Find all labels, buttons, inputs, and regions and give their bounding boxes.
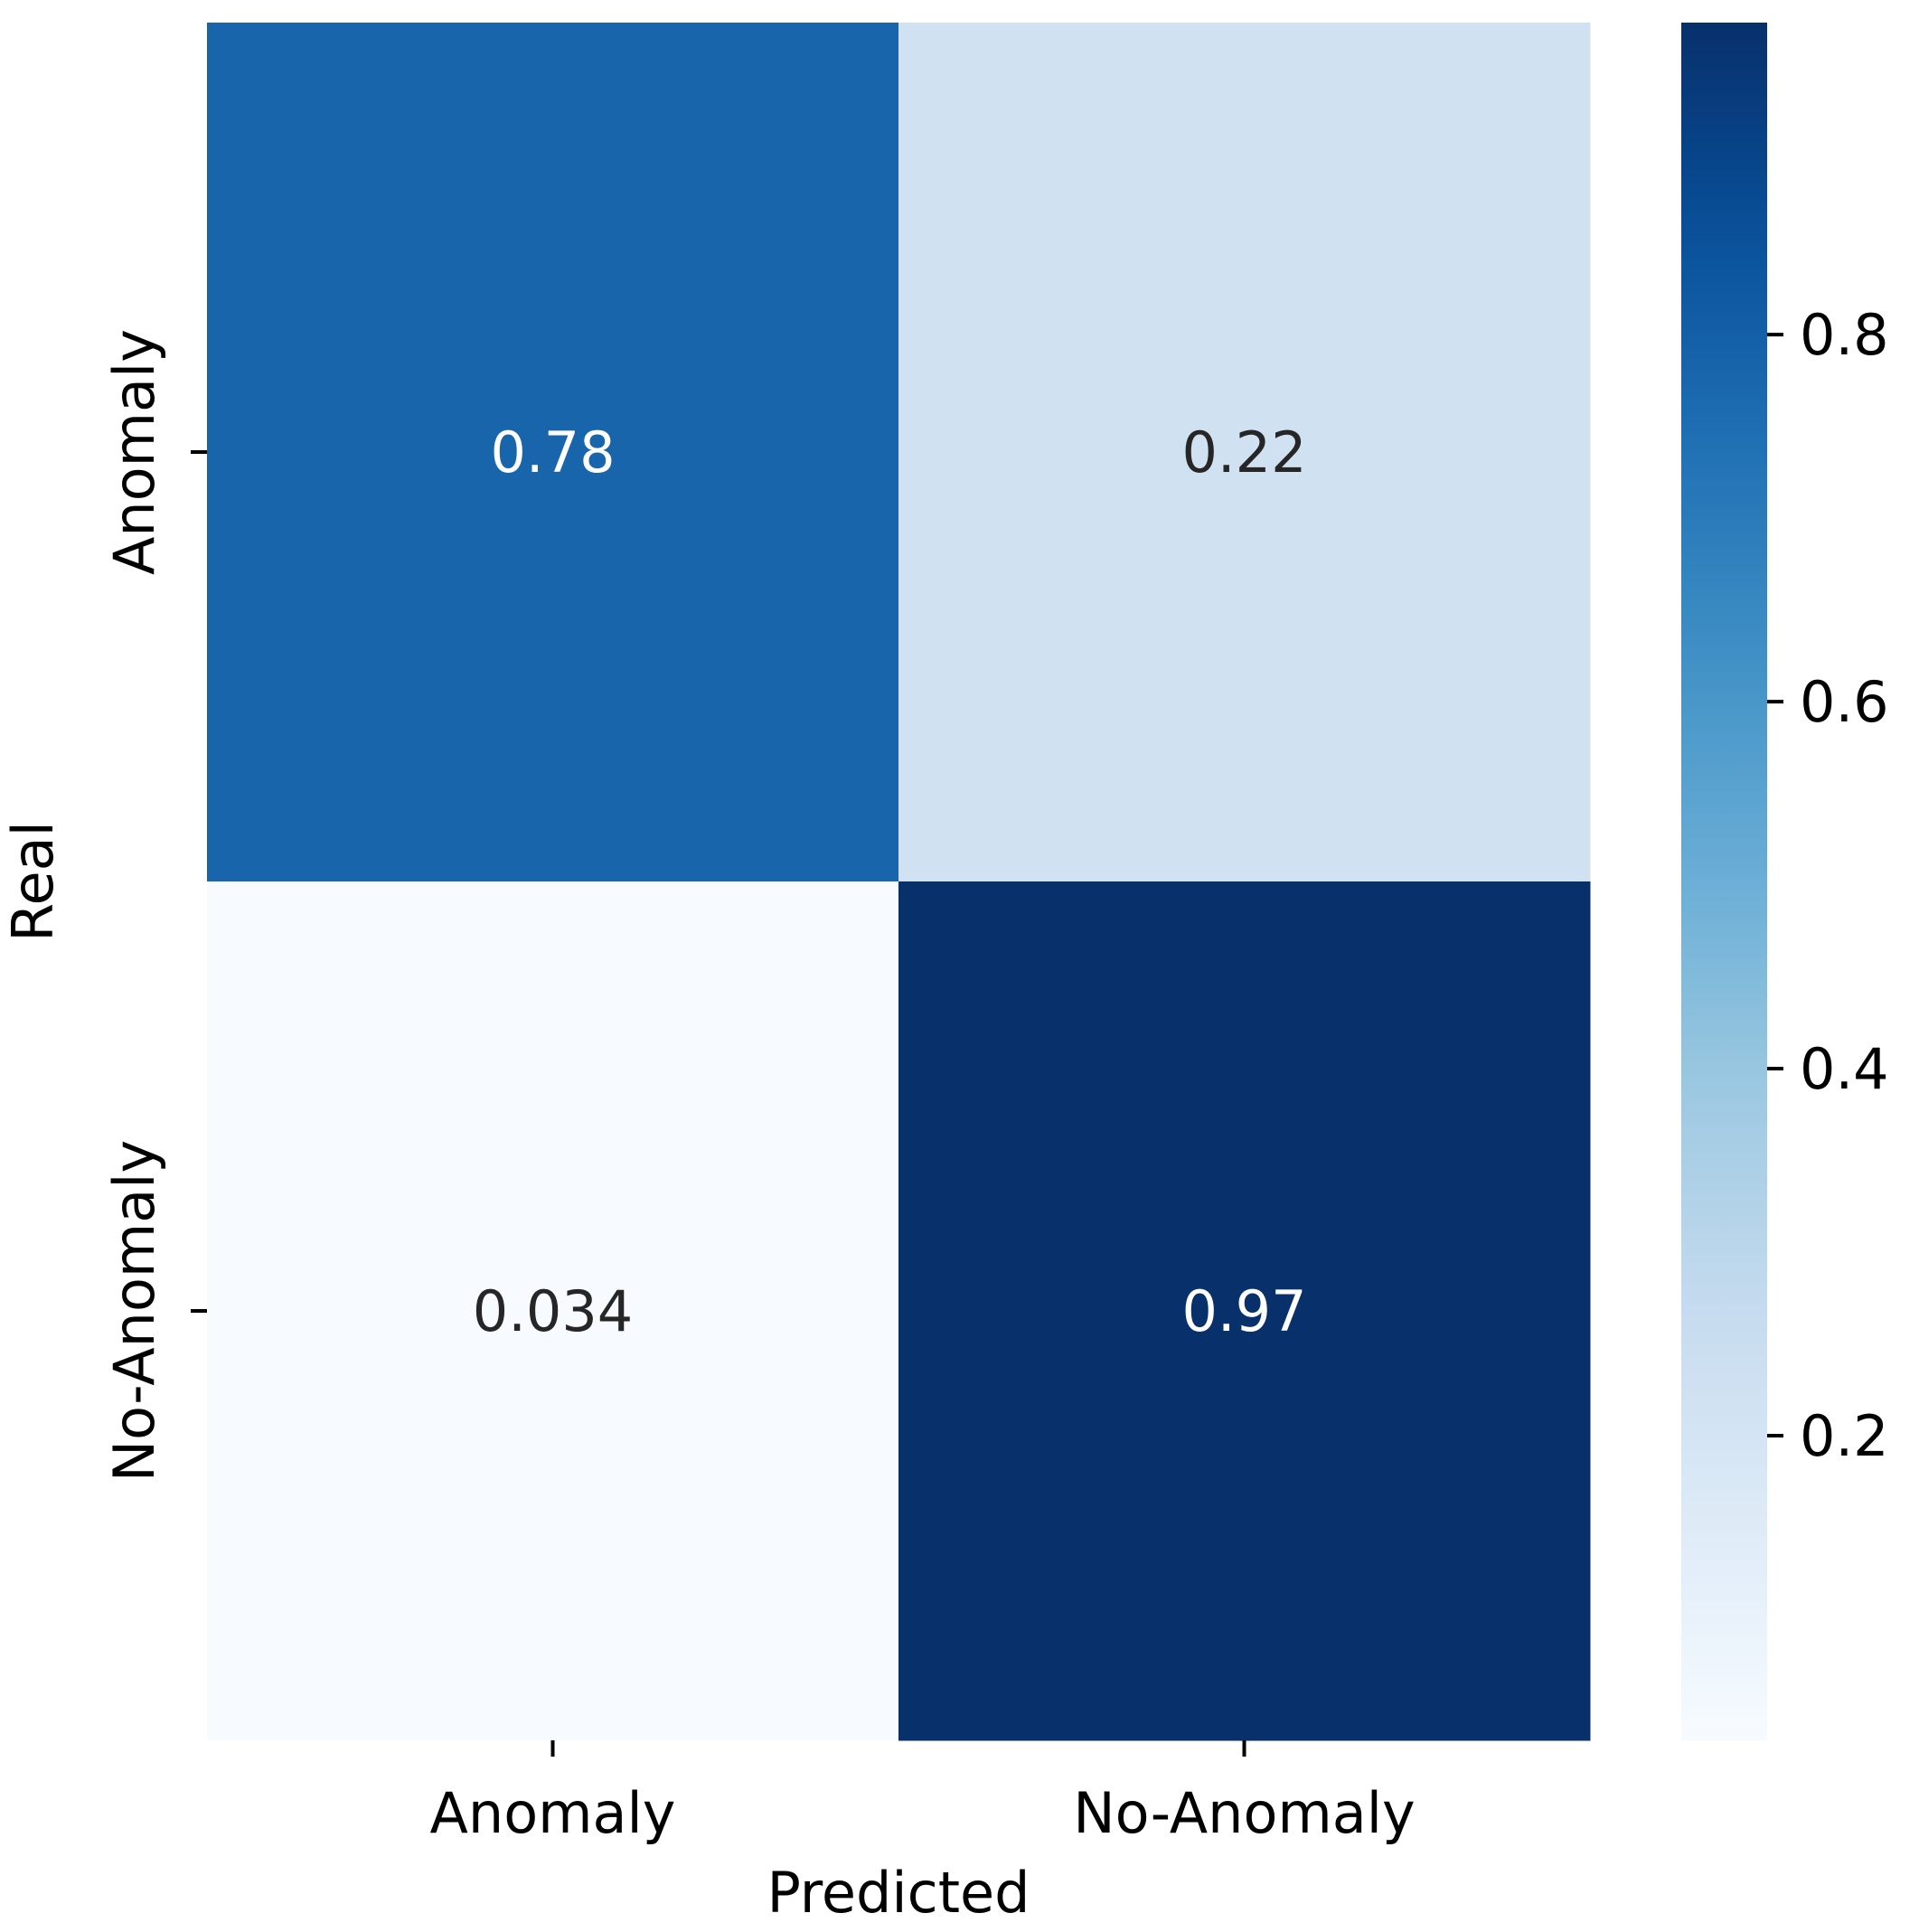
cell-annotations: 0.78 0.22 0.034 0.97 [473,419,1307,1344]
heatmap-cell [898,881,1591,1741]
cell-value-label: 0.034 [473,1278,634,1344]
x-axis: Anomaly No-Anomaly [430,1740,1416,1846]
x-tick-label: No-Anomaly [1073,1780,1415,1846]
x-axis-label: Predicted [767,1860,1030,1926]
colorbar-tick-label: 0.2 [1800,1403,1889,1469]
y-axis: Anomaly No-Anomaly [101,329,207,1482]
cell-value-label: 0.78 [490,419,615,485]
x-tick-label: Anomaly [430,1780,676,1846]
heatmap-cell [898,23,1591,882]
cell-value-label: 0.22 [1181,419,1306,485]
heatmap-cell [207,881,899,1741]
heatmap-cell [207,23,899,882]
colorbar-tick-label: 0.6 [1800,669,1889,735]
colorbar-tick-label: 0.4 [1800,1036,1889,1102]
colorbar [1681,23,1767,1740]
colorbar-tick-label: 0.8 [1800,302,1889,368]
heatmap-cells [207,23,1591,1741]
cell-value-label: 0.97 [1181,1278,1306,1344]
y-axis-label: Real [0,821,66,942]
colorbar-ticks: 0.2 0.4 0.6 0.8 [1767,302,1889,1469]
y-tick-label: No-Anomaly [101,1140,167,1482]
y-tick-label: Anomaly [101,329,167,575]
